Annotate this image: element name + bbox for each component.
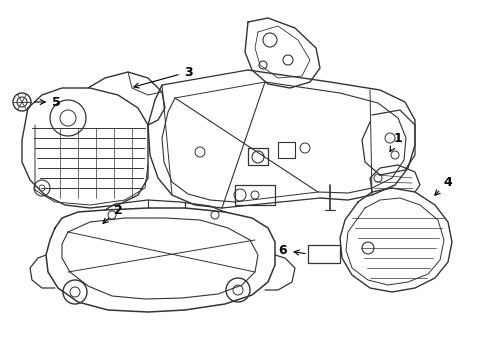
Bar: [308, 245, 340, 263]
Text: 1: 1: [390, 131, 402, 152]
Text: 5: 5: [35, 95, 61, 108]
Text: 6: 6: [279, 243, 305, 257]
Text: 4: 4: [435, 176, 452, 195]
Text: 3: 3: [134, 66, 192, 88]
Text: 2: 2: [103, 203, 122, 223]
